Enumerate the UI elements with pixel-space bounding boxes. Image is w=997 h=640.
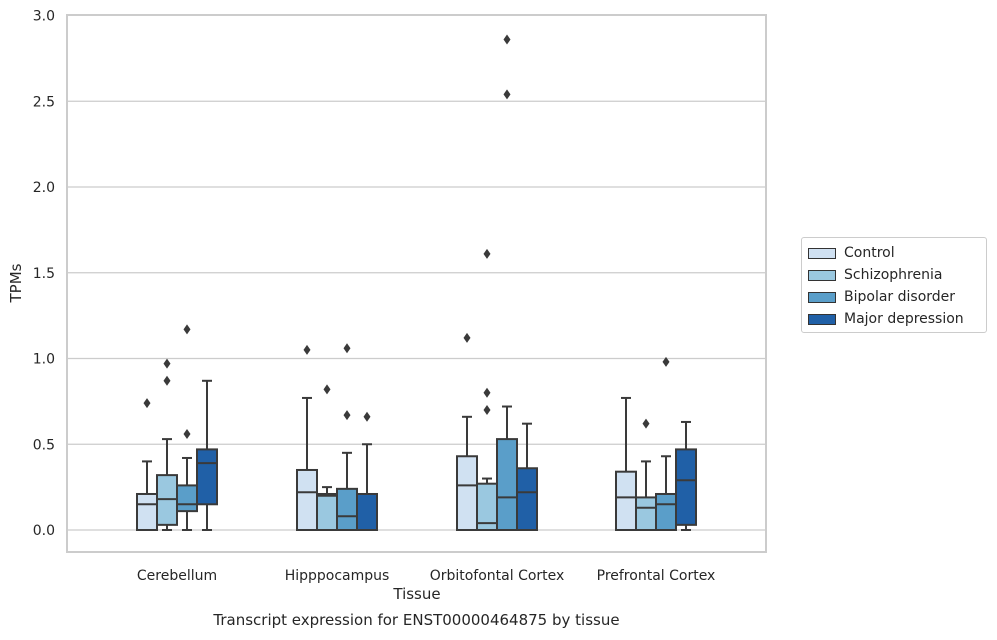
x-tick-label: Prefrontal Cortex <box>597 568 716 584</box>
outlier-point <box>183 428 191 439</box>
outlier-point <box>662 356 670 367</box>
outlier-point <box>503 89 511 100</box>
box-3-0 <box>196 379 218 531</box>
x-axis-title: Tissue <box>392 585 440 603</box>
box-body <box>196 448 218 506</box>
legend: Control Schizophrenia Bipolar disorder M… <box>801 237 987 333</box>
box-0-2 <box>456 332 478 532</box>
y-tick-label: 2.0 <box>33 180 55 196</box>
outlier-point <box>503 34 511 45</box>
box-2-1 <box>336 343 358 531</box>
x-tick-labels: Cerebellum Hipppocampus Orbitofontal Corte… <box>137 568 715 584</box>
legend-swatch-control <box>808 247 836 259</box>
box-1-2 <box>476 248 498 532</box>
box-2-2 <box>496 34 518 532</box>
box-body <box>356 492 378 531</box>
legend-label-schizophrenia: Schizophrenia <box>844 267 943 283</box>
box-body <box>516 467 538 532</box>
outlier-point <box>163 375 171 386</box>
legend-label-major-depression: Major depression <box>844 311 964 327</box>
outlier-point <box>642 418 650 429</box>
y-tick-label: 1.0 <box>33 352 55 368</box>
outlier-point <box>183 324 191 335</box>
x-tick-label: Cerebellum <box>137 568 217 584</box>
box-0-0 <box>136 398 158 531</box>
box-2-3 <box>655 356 677 531</box>
y-tick-label: 0.5 <box>33 437 55 453</box>
y-tick-label: 0.0 <box>33 523 55 539</box>
box-body <box>456 455 478 532</box>
legend-item-bipolar-disorder: Bipolar disorder <box>808 286 986 308</box>
box-body <box>655 492 677 531</box>
box-1-0 <box>156 358 178 531</box>
box-body <box>635 496 657 532</box>
y-tick-label: 2.5 <box>33 94 55 110</box>
outlier-point <box>483 248 491 259</box>
box-body <box>336 487 358 531</box>
box-body <box>136 492 158 531</box>
y-tick-labels: 0.0 0.5 1.0 1.5 2.0 2.5 3.0 <box>33 9 55 540</box>
outlier-point <box>143 398 151 409</box>
outlier-point <box>163 358 171 369</box>
legend-item-control: Control <box>808 242 986 264</box>
box-3-1 <box>356 411 378 531</box>
outlier-point <box>343 410 351 421</box>
box-0-1 <box>296 344 318 532</box>
outlier-point <box>343 343 351 354</box>
box-body <box>615 470 637 532</box>
box-3-3 <box>675 420 697 531</box>
box-series <box>136 34 697 532</box>
legend-item-major-depression: Major depression <box>808 308 986 330</box>
box-2-0 <box>176 324 198 531</box>
x-tick-label: Orbitofontal Cortex <box>430 568 565 584</box>
box-body <box>316 492 338 531</box>
legend-swatch-schizophrenia <box>808 269 836 281</box>
legend-item-schizophrenia: Schizophrenia <box>808 264 986 286</box>
chart-caption: Transcript expression for ENST0000046487… <box>213 611 620 629</box>
y-tick-label: 3.0 <box>33 9 55 25</box>
plot-area <box>66 14 767 553</box>
legend-label-bipolar-disorder: Bipolar disorder <box>844 289 956 305</box>
legend-swatch-major-depression <box>808 313 836 325</box>
box-3-2 <box>516 422 538 532</box>
y-axis-title: TPMs <box>7 263 25 303</box>
box-body <box>176 484 198 513</box>
outlier-point <box>483 387 491 398</box>
y-tick-label: 1.5 <box>33 266 55 282</box>
box-body <box>496 438 518 532</box>
box-body <box>675 448 697 526</box>
outlier-point <box>463 332 471 343</box>
box-body <box>296 468 318 532</box>
legend-label-control: Control <box>844 245 895 261</box>
outlier-point <box>483 404 491 415</box>
outlier-point <box>363 411 371 422</box>
outlier-point <box>303 344 311 355</box>
outlier-point <box>323 384 331 395</box>
x-tick-label: Hipppocampus <box>285 568 390 584</box>
legend-swatch-bipolar-disorder <box>808 291 836 303</box>
